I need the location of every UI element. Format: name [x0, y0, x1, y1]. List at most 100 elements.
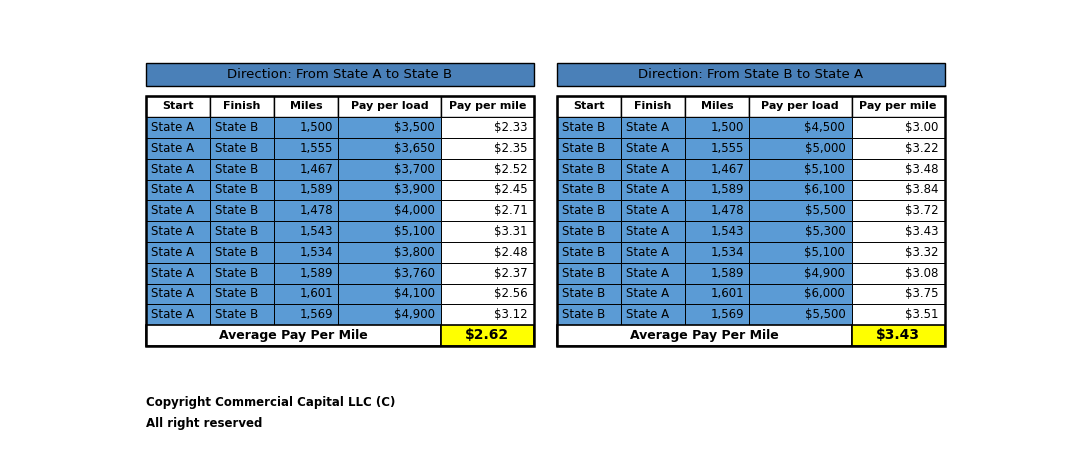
Text: Average Pay Per Mile: Average Pay Per Mile	[219, 329, 368, 342]
Bar	[146, 284, 210, 304]
Bar	[852, 159, 945, 179]
Text: $2.45: $2.45	[494, 183, 528, 197]
Text: $2.52: $2.52	[494, 163, 528, 176]
Bar	[338, 263, 440, 284]
Text: $3.31: $3.31	[494, 225, 528, 238]
Text: State B: State B	[561, 183, 605, 197]
Text: 1,569: 1,569	[299, 308, 334, 321]
Bar	[440, 242, 534, 263]
Text: Finish: Finish	[634, 101, 672, 111]
Bar	[146, 63, 534, 86]
Text: $5,100: $5,100	[805, 246, 845, 259]
Text: 1,478: 1,478	[299, 204, 334, 217]
Text: $2.37: $2.37	[494, 267, 528, 279]
Bar	[685, 159, 749, 179]
Text: State B: State B	[561, 288, 605, 300]
Bar	[338, 159, 440, 179]
Text: $2.71: $2.71	[493, 204, 528, 217]
Bar	[210, 138, 275, 159]
Bar	[440, 179, 534, 200]
Text: $3,900: $3,900	[394, 183, 434, 197]
Bar	[146, 117, 210, 138]
Bar	[338, 179, 440, 200]
Bar	[685, 138, 749, 159]
Bar	[557, 263, 621, 284]
Bar	[557, 117, 621, 138]
Text: Average Pay Per Mile: Average Pay Per Mile	[630, 329, 779, 342]
Text: State A: State A	[626, 308, 669, 321]
Text: State A: State A	[626, 246, 669, 259]
Bar	[749, 221, 852, 242]
Bar	[685, 263, 749, 284]
Text: $5,100: $5,100	[394, 225, 434, 238]
Text: 1,467: 1,467	[299, 163, 334, 176]
Bar	[621, 179, 685, 200]
Bar	[557, 325, 852, 346]
Text: State A: State A	[151, 183, 194, 197]
Bar	[210, 96, 275, 117]
Bar	[338, 138, 440, 159]
Text: $3.43: $3.43	[905, 225, 938, 238]
Text: Miles: Miles	[700, 101, 733, 111]
Bar	[557, 96, 945, 346]
Text: $3,800: $3,800	[394, 246, 434, 259]
Text: State B: State B	[561, 225, 605, 238]
Bar	[749, 138, 852, 159]
Bar	[146, 179, 210, 200]
Bar	[146, 325, 440, 346]
Text: 1,467: 1,467	[711, 163, 744, 176]
Bar	[210, 159, 275, 179]
Text: $3.22: $3.22	[905, 142, 938, 155]
Text: State B: State B	[214, 225, 258, 238]
Bar	[275, 221, 338, 242]
Text: $4,500: $4,500	[805, 121, 845, 134]
Text: State B: State B	[214, 308, 258, 321]
Bar	[440, 200, 534, 221]
Text: 1,534: 1,534	[299, 246, 334, 259]
Text: State A: State A	[626, 288, 669, 300]
Bar	[852, 263, 945, 284]
Text: Pay per mile: Pay per mile	[448, 101, 526, 111]
Text: 1,589: 1,589	[711, 267, 744, 279]
Text: State A: State A	[151, 204, 194, 217]
Bar	[210, 179, 275, 200]
Bar	[440, 263, 534, 284]
Bar	[685, 284, 749, 304]
Bar	[440, 117, 534, 138]
Bar	[621, 284, 685, 304]
Text: State B: State B	[214, 163, 258, 176]
Bar	[749, 200, 852, 221]
Bar	[210, 263, 275, 284]
Bar	[440, 304, 534, 325]
Text: $3.84: $3.84	[905, 183, 938, 197]
Bar	[852, 284, 945, 304]
Text: $6,000: $6,000	[805, 288, 845, 300]
Text: State B: State B	[561, 308, 605, 321]
Text: 1,601: 1,601	[711, 288, 744, 300]
Text: $5,500: $5,500	[805, 204, 845, 217]
Text: State B: State B	[214, 183, 258, 197]
Text: State B: State B	[561, 267, 605, 279]
Bar	[275, 304, 338, 325]
Text: 1,589: 1,589	[299, 183, 334, 197]
Bar	[621, 96, 685, 117]
Bar	[749, 284, 852, 304]
Bar	[852, 304, 945, 325]
Text: State A: State A	[626, 204, 669, 217]
Text: State A: State A	[151, 121, 194, 134]
Text: 1,601: 1,601	[299, 288, 334, 300]
Text: State A: State A	[626, 267, 669, 279]
Bar	[557, 159, 621, 179]
Text: Pay per load: Pay per load	[761, 101, 839, 111]
Text: 1,555: 1,555	[300, 142, 334, 155]
Text: $3.00: $3.00	[905, 121, 938, 134]
Text: 1,543: 1,543	[299, 225, 334, 238]
Text: State B: State B	[214, 121, 258, 134]
Bar	[621, 200, 685, 221]
Bar	[685, 200, 749, 221]
Text: Start: Start	[573, 101, 604, 111]
Text: State B: State B	[561, 142, 605, 155]
Text: $3.08: $3.08	[905, 267, 938, 279]
Bar	[275, 242, 338, 263]
Bar	[621, 138, 685, 159]
